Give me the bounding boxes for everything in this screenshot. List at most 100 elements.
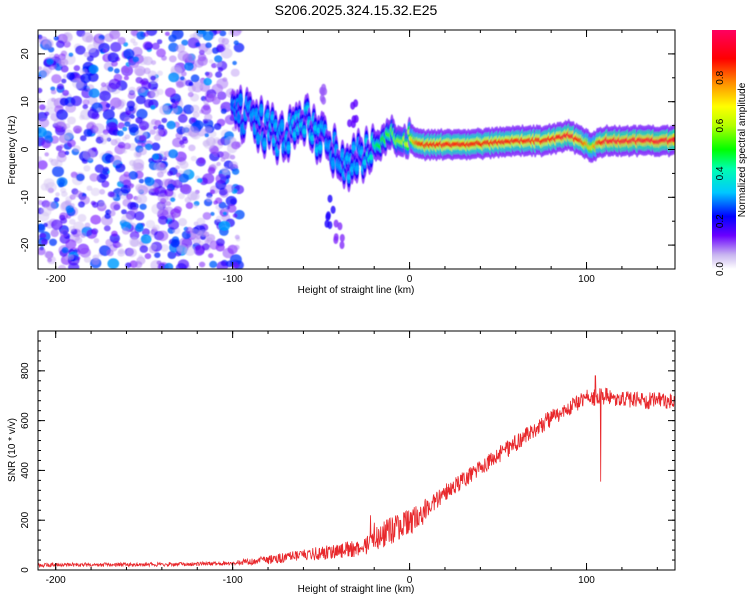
heatmap-noise-cell — [59, 134, 70, 144]
heatmap-noise-cell — [128, 237, 140, 247]
snr-y-label: SNR (10 * v/v) — [7, 418, 18, 482]
snr-panel: -200 -100 0 100 0 200 400 600 800 Height of str… — [7, 330, 676, 595]
heatmap-noise-cell — [208, 59, 214, 64]
heatmap-noise-cell — [49, 53, 56, 60]
heatmap-noise-cell — [179, 76, 185, 81]
heatmap-noise-cell — [149, 129, 156, 135]
heatmap-noise-cell — [109, 233, 121, 244]
heatmap-blob-cell — [322, 87, 328, 96]
heatmap-noise-cell — [165, 87, 176, 98]
heatmap-blob-cell — [339, 241, 345, 250]
heatmap-noise-cell — [57, 264, 67, 269]
y-tick-label: -10 — [20, 190, 31, 205]
heatmap-noise-cell — [38, 87, 43, 94]
heatmap-noise-cell — [156, 48, 166, 58]
heatmap-noise-cell — [203, 231, 210, 237]
heatmap-noise-cell — [152, 153, 160, 160]
heatmap-noise-cell — [132, 41, 138, 47]
heatmap-noise-cell — [140, 88, 146, 93]
heatmap-ridge-cell — [273, 122, 278, 129]
heatmap-noise-cell — [168, 55, 177, 63]
heatmap-noise-cell — [136, 108, 148, 120]
heatmap-noise-cell — [144, 177, 155, 187]
heatmap-noise-cell — [80, 135, 87, 142]
heatmap-noise-cell — [153, 125, 158, 130]
heatmap-noise-cell — [59, 144, 64, 149]
heatmap-noise-cell — [102, 109, 115, 120]
heatmap-noise-cell — [40, 206, 52, 217]
heatmap-noise-cell — [200, 105, 212, 115]
heatmap-noise-cell — [143, 32, 149, 37]
heatmap-noise-cell — [229, 161, 239, 170]
x-tick-label: -100 — [223, 274, 243, 285]
heatmap-noise-cell — [68, 254, 75, 260]
heatmap-noise-cell — [158, 215, 168, 225]
heatmap-noise-cell — [122, 149, 128, 154]
heatmap-noise-cell — [59, 214, 66, 221]
heatmap-noise-cell — [128, 123, 139, 133]
heatmap-noise-cell — [87, 108, 99, 119]
heatmap-ridge-cell — [236, 114, 242, 120]
heatmap-noise-cell — [62, 89, 70, 97]
x-tick-label: -100 — [223, 575, 243, 586]
heatmap-noise-cell — [215, 71, 223, 78]
heatmap-noise-cell — [92, 123, 105, 135]
heatmap-noise-cell — [179, 160, 189, 169]
heatmap-noise-cell — [209, 260, 218, 268]
heatmap-noise-cell — [106, 249, 114, 257]
heatmap-noise-cell — [140, 234, 152, 245]
heatmap-ridge-cell — [270, 114, 275, 121]
heatmap-noise-cell — [134, 261, 143, 269]
heatmap-noise-cell — [181, 39, 189, 46]
snr-plot-area — [38, 331, 675, 570]
heatmap-noise-cell — [177, 192, 185, 200]
heatmap-blob-cell — [337, 222, 343, 231]
y-tick-label: -20 — [20, 237, 31, 252]
heatmap-noise-cell — [93, 238, 100, 244]
heatmap-noise-cell — [117, 141, 126, 149]
heatmap-noise-cell — [131, 207, 138, 213]
heatmap-noise-cell — [178, 218, 188, 227]
heatmap-noise-cell — [83, 165, 91, 172]
heatmap-noise-cell — [195, 42, 201, 47]
heatmap-x-label: Height of straight line (km) — [298, 285, 415, 296]
heatmap-blob-cell — [327, 194, 333, 203]
heatmap-noise-cell — [182, 125, 195, 136]
heatmap-blob-cell — [330, 205, 336, 214]
heatmap-noise-cell — [73, 65, 81, 72]
heatmap-noise-cell — [120, 65, 129, 73]
heatmap-noise-cell — [198, 261, 206, 268]
heatmap-noise-cell — [157, 70, 163, 76]
heatmap-noise-cell — [225, 195, 237, 207]
heatmap-noise-cell — [61, 191, 68, 197]
heatmap-noise-cell — [184, 62, 194, 71]
heatmap-noise-cell — [68, 52, 74, 57]
heatmap-noise-cell — [220, 108, 227, 114]
heatmap-noise-cell — [217, 138, 225, 146]
heatmap-noise-cell — [55, 192, 60, 197]
heatmap-noise-cell — [135, 116, 143, 124]
heatmap-noise-cell — [171, 102, 178, 109]
heatmap-ridge-cell — [259, 107, 264, 114]
heatmap-noise-cell — [129, 114, 135, 119]
heatmap-noise-cell — [224, 152, 232, 160]
heatmap-ridge-cell — [265, 112, 270, 119]
heatmap-noise-cell — [220, 157, 226, 162]
heatmap-noise-cell — [184, 245, 196, 256]
colorbar-label: Normalized spectral amplitude — [737, 82, 748, 217]
heatmap-noise-cell — [59, 97, 69, 107]
heatmap-noise-cell — [159, 104, 171, 116]
heatmap-noise-cell — [134, 211, 145, 221]
heatmap-noise-cell — [102, 48, 108, 53]
heatmap-noise-cell — [86, 44, 97, 53]
heatmap-ridge-cell — [330, 160, 336, 167]
heatmap-noise-cell — [144, 42, 153, 51]
heatmap-ridge-cell — [302, 128, 307, 135]
heatmap-noise-cell — [190, 155, 197, 162]
heatmap-noise-cell — [82, 104, 89, 110]
heatmap-noise-cell — [44, 152, 49, 157]
heatmap-noise-cell — [89, 173, 99, 182]
heatmap-noise-cell — [187, 91, 194, 98]
heatmap-noise-cell — [160, 244, 169, 252]
